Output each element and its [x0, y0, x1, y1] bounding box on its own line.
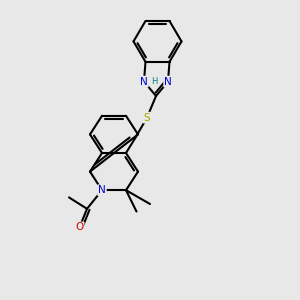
Text: H: H	[151, 77, 157, 86]
Text: N: N	[98, 185, 106, 195]
Text: N: N	[140, 76, 148, 87]
Text: S: S	[144, 112, 150, 123]
Text: O: O	[75, 222, 84, 233]
Text: N: N	[164, 76, 172, 87]
